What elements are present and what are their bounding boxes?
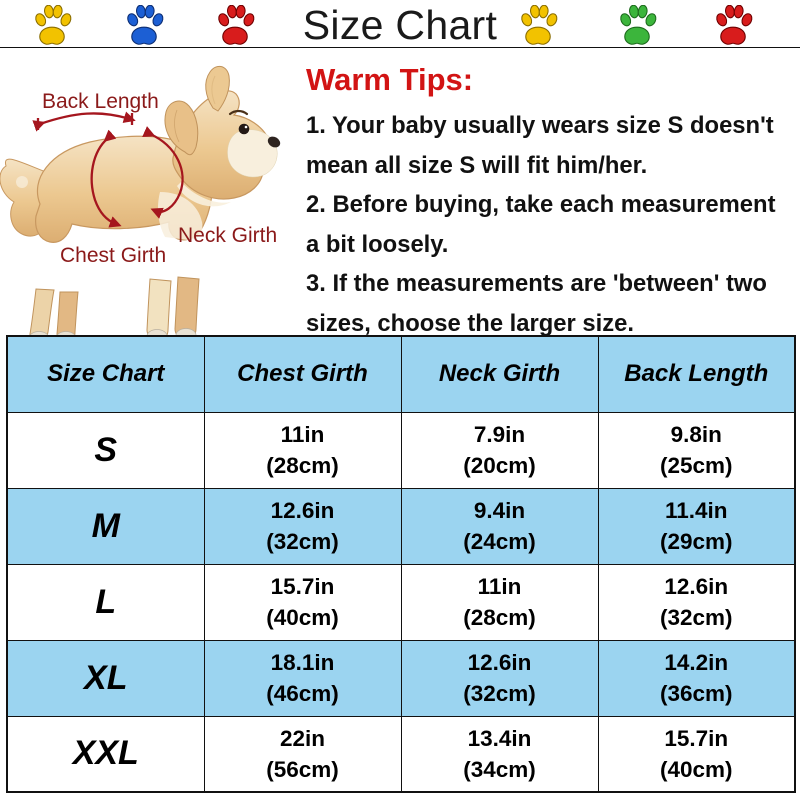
svg-text:Back Length: Back Length bbox=[42, 90, 159, 113]
svg-text:Neck Girth: Neck Girth bbox=[178, 224, 277, 247]
svg-text:Chest Girth: Chest Girth bbox=[60, 244, 166, 267]
